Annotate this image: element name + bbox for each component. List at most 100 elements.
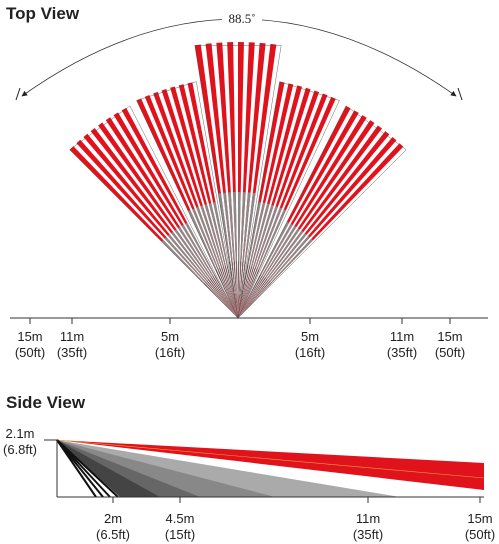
top-labels: 15m(50ft)11m(35ft)5m(16ft)5m(16ft)11m(35… bbox=[15, 318, 465, 360]
zone-stripe bbox=[223, 192, 238, 318]
zone-stripe bbox=[238, 276, 264, 318]
zone-stripe bbox=[238, 266, 250, 318]
distance-m: 15m bbox=[17, 329, 42, 344]
zone-stripe bbox=[196, 206, 238, 318]
zone-stripe bbox=[238, 230, 304, 318]
zone-stripe bbox=[238, 268, 258, 318]
zone-stripe bbox=[209, 278, 238, 318]
angle-label: 88.5˚ bbox=[228, 11, 255, 26]
zone-stripe bbox=[238, 192, 246, 318]
zone-stripe bbox=[238, 221, 290, 318]
zone-stripe bbox=[238, 201, 261, 318]
zone-stripe bbox=[238, 204, 274, 318]
zone-stripe bbox=[136, 81, 238, 318]
zone-stripe bbox=[238, 225, 297, 318]
zone-stripe bbox=[208, 279, 238, 318]
distance-m: 5m bbox=[301, 329, 319, 344]
zone-stripe bbox=[177, 226, 238, 318]
distance-m: 11m bbox=[60, 329, 84, 344]
distance-ft: (50ft) bbox=[435, 345, 465, 360]
zone-stripe bbox=[238, 228, 300, 318]
zone-stripe bbox=[228, 192, 238, 318]
zone-stripe bbox=[238, 209, 287, 318]
zone-stripe bbox=[238, 223, 293, 318]
side-fan bbox=[56, 439, 485, 498]
zone-outline bbox=[237, 105, 407, 319]
zone-stripe bbox=[221, 267, 238, 318]
height-ft: (6.8ft) bbox=[3, 442, 37, 457]
zone-outline bbox=[194, 45, 282, 319]
distance-ft: (35ft) bbox=[387, 345, 417, 360]
zone-stripe bbox=[231, 261, 238, 318]
distance-m: 11m bbox=[356, 511, 380, 526]
zone-stripe bbox=[211, 277, 238, 318]
zone-stripe bbox=[200, 205, 238, 318]
zone-stripe bbox=[181, 224, 238, 318]
zone-stripe bbox=[238, 275, 263, 318]
side-labels: 2m(6.5ft) 4.5m(15ft) 11m(35ft) 15m(50ft) bbox=[96, 497, 495, 542]
zone-stripe bbox=[238, 280, 269, 318]
zone-stripe bbox=[238, 266, 252, 318]
height-m: 2.1m bbox=[6, 426, 35, 441]
distance-ft: (6.5ft) bbox=[96, 527, 130, 542]
distance-m: 15m bbox=[467, 511, 492, 526]
arc-tick bbox=[457, 87, 463, 101]
distance-m: 2m bbox=[104, 511, 122, 526]
angle-bg bbox=[222, 10, 262, 26]
side-title: Side View bbox=[6, 393, 86, 412]
side-line bbox=[56, 439, 119, 498]
distance-ft: (16ft) bbox=[155, 345, 185, 360]
distance-m: 4.5m bbox=[166, 511, 195, 526]
arc-tick bbox=[15, 87, 21, 101]
zone-stripe bbox=[238, 261, 246, 318]
zone-stripe bbox=[233, 261, 238, 318]
zone-stripe bbox=[238, 192, 251, 318]
zone-stripe bbox=[236, 261, 238, 318]
distance-ft: (15ft) bbox=[165, 527, 195, 542]
zone-stripe bbox=[208, 203, 238, 318]
distance-ft: (35ft) bbox=[353, 527, 383, 542]
zone-stripe bbox=[219, 268, 238, 318]
side-zone bbox=[57, 440, 484, 490]
zone-stripe bbox=[238, 261, 242, 318]
distance-ft: (16ft) bbox=[295, 345, 325, 360]
distance-ft: (50ft) bbox=[465, 527, 495, 542]
zone-stripe bbox=[238, 203, 270, 318]
side-zone bbox=[57, 440, 400, 497]
zone-stripe bbox=[238, 281, 271, 318]
side-zone bbox=[57, 440, 160, 497]
distance-m: 11m bbox=[390, 329, 414, 344]
side-line bbox=[56, 439, 485, 479]
zone-stripe bbox=[174, 229, 238, 318]
zone-stripe bbox=[69, 105, 238, 318]
zone-stripe bbox=[214, 275, 238, 318]
zone-stripe bbox=[185, 222, 238, 318]
zone-stripe bbox=[233, 192, 238, 318]
zone-stripe bbox=[204, 204, 238, 318]
side-zone bbox=[57, 440, 200, 497]
distance-ft: (50ft) bbox=[15, 345, 45, 360]
zone-stripe bbox=[238, 261, 239, 318]
zone-stripe bbox=[206, 280, 238, 318]
zone-stripe bbox=[238, 192, 241, 318]
zone-stripe bbox=[238, 267, 254, 318]
zone-stripe bbox=[238, 282, 272, 318]
zone-stripe bbox=[213, 202, 238, 318]
zone-stripe bbox=[238, 202, 266, 318]
zone-outline bbox=[69, 105, 239, 319]
zone-stripe bbox=[238, 278, 268, 318]
zone-stripe bbox=[238, 206, 278, 318]
top-title: Top View bbox=[6, 4, 80, 23]
zone-stripe bbox=[238, 207, 282, 318]
zone-stripe bbox=[192, 208, 238, 318]
zone-stripe bbox=[223, 266, 238, 318]
zone-stripe bbox=[217, 268, 238, 318]
zone-stripe bbox=[227, 265, 238, 318]
zone-stripe bbox=[238, 277, 266, 318]
side-zone bbox=[57, 440, 275, 497]
zone-stripe bbox=[238, 267, 256, 318]
top-fan bbox=[69, 42, 407, 319]
distance-m: 15m bbox=[437, 329, 462, 344]
zone-stripe bbox=[238, 269, 260, 318]
